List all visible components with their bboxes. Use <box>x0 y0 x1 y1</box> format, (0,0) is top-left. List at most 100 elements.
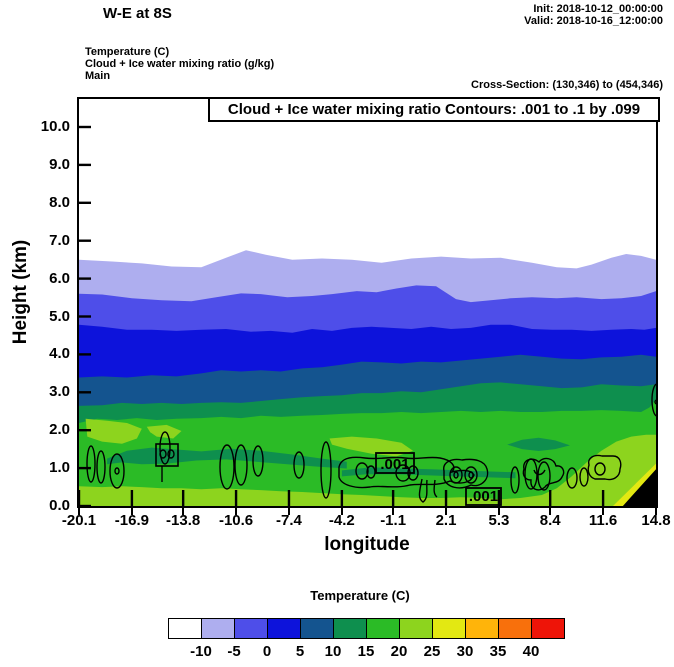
run-times: Init: 2018-10-12_00:00:00 Valid: 2018-10… <box>524 3 663 27</box>
x-tick-stub <box>130 508 133 515</box>
y-tick-label: 1.0 <box>49 459 70 477</box>
cloud-contour-ellipse <box>96 450 106 484</box>
cloud-contour-ellipse <box>594 462 606 476</box>
colorbar-cell <box>400 619 433 638</box>
colorbar-cell <box>532 619 564 638</box>
lightgreen-patch-west-a <box>85 418 142 444</box>
colorbar-cell <box>235 619 268 638</box>
cloud-contour-path <box>443 458 489 489</box>
x-tick-stub <box>497 508 500 515</box>
init-time: Init: 2018-10-12_00:00:00 <box>533 3 663 15</box>
x-tick-stub <box>78 508 80 515</box>
x-tick-stub <box>235 508 238 515</box>
colorbar-tick-label: 35 <box>489 643 507 660</box>
colorbar-cell <box>466 619 499 638</box>
cloud-contour-ellipse <box>293 451 305 479</box>
colorbar-cell <box>499 619 532 638</box>
cloud-contour-ellipse <box>219 444 235 490</box>
cloud-contour-path <box>587 454 622 481</box>
contour-label: .001 <box>469 488 498 505</box>
contour-label-box <box>465 487 502 506</box>
y-tick-label: 0.0 <box>49 497 70 514</box>
x-tick-stub <box>655 508 657 515</box>
cloud-contour-ellipse <box>114 467 120 475</box>
cloud-contour-ellipse <box>651 383 656 417</box>
x-tick-label: -4.2 <box>328 512 355 529</box>
cloud-contour-ellipse <box>159 431 171 465</box>
cloud-contour-path <box>418 478 428 503</box>
plot-area: .001 .001 Cloud + Ice water mixing ratio … <box>77 97 660 508</box>
cloud-contour-path <box>338 456 475 489</box>
y-tick-label: 9.0 <box>49 155 70 173</box>
colorbar-tick-label: 25 <box>423 643 441 660</box>
cloud-contour-ellipse <box>86 445 96 483</box>
seagreen-cloud-layer-central <box>341 467 516 479</box>
colorbar-tick-label: 20 <box>390 643 408 660</box>
field-line-domain: Main <box>85 70 111 82</box>
y-tick-label: 2.0 <box>49 421 70 439</box>
x-tick-stub <box>602 508 605 515</box>
colorbar-tick-label: 0 <box>262 643 272 660</box>
cloud-contour-box <box>155 443 179 467</box>
x-tick-label: -10.6 <box>218 512 254 529</box>
colorbar-cell <box>301 619 334 638</box>
valid-time: Valid: 2018-10-16_12:00:00 <box>524 15 663 27</box>
x-tick-label: 11.6 <box>588 512 618 529</box>
cloud-contour-ellipse <box>234 444 248 486</box>
y-axis-title: Height (km) <box>10 239 31 345</box>
x-tick-label: -1.1 <box>380 512 407 529</box>
seagreen-patch-east <box>507 437 570 451</box>
y-tick-label: 10.0 <box>40 118 70 135</box>
y-tick-label: 8.0 <box>49 193 70 211</box>
terrain <box>622 469 656 506</box>
colorbar <box>168 618 565 639</box>
cloud-contour-ellipse <box>366 465 376 479</box>
y-tick-label: 5.0 <box>49 307 70 325</box>
x-tick-label: -20.1 <box>61 512 97 529</box>
cloud-contour-ellipse <box>159 449 167 459</box>
cloud-contour-ellipse <box>537 461 551 491</box>
x-axis-title: longitude <box>324 534 410 555</box>
cloud-contour-path <box>433 479 438 498</box>
cloud-contour-ellipse <box>355 462 369 480</box>
y-tick-label: 6.0 <box>49 269 70 287</box>
x-tick-label: -13.8 <box>166 512 201 529</box>
colorbar-tick-label: 30 <box>456 643 474 660</box>
colorbar-tick-label: 10 <box>324 643 342 660</box>
x-tick-label: -7.4 <box>276 512 302 529</box>
x-tick-stub <box>287 508 290 515</box>
colorbar-tick-label: 40 <box>522 643 540 660</box>
field-line-cloud-ice: Cloud + Ice water mixing ratio (g/kg) <box>85 58 275 70</box>
cloud-contour-path <box>522 457 565 491</box>
temp-band-20c <box>79 434 656 506</box>
colorbar-cell <box>334 619 367 638</box>
contour-banner: Cloud + Ice water mixing ratio Contours:… <box>208 97 660 122</box>
cloud-contour-ellipse <box>579 467 589 487</box>
cloud-contour-ellipse <box>167 449 175 459</box>
colorbar-cell <box>367 619 400 638</box>
colorbar-title: Temperature (C) <box>310 588 410 603</box>
cloud-contour-ellipse <box>654 399 656 405</box>
colorbar-cell <box>202 619 235 638</box>
x-tick-label: -16.9 <box>114 512 149 529</box>
x-tick-stub <box>182 508 185 515</box>
cloud-contour-ellipse <box>566 467 578 489</box>
cloud-contour-path <box>533 469 546 476</box>
y-tick-label: 4.0 <box>49 345 70 363</box>
colorbar-cell <box>268 619 301 638</box>
contour-label-box <box>375 452 415 474</box>
cloud-contour-ellipse <box>510 466 520 494</box>
colorbar-tick-label: 15 <box>357 643 375 660</box>
field-legend: Temperature (C) Cloud + Ice water mixing… <box>85 46 274 82</box>
cloud-contour-ellipse <box>252 445 264 477</box>
x-tick-label: 14.8 <box>641 512 671 529</box>
colorbar-tick-label: -5 <box>227 643 241 660</box>
cloud-contour-ellipse <box>464 466 478 484</box>
y-tick-label: 7.0 <box>49 231 70 249</box>
colorbar-cell <box>169 619 202 638</box>
colorbar-cell <box>433 619 466 638</box>
cloud-contour-ellipse <box>109 453 125 489</box>
colorbar-tick-label: 5 <box>295 643 305 660</box>
contour-label: .001 <box>380 456 409 473</box>
